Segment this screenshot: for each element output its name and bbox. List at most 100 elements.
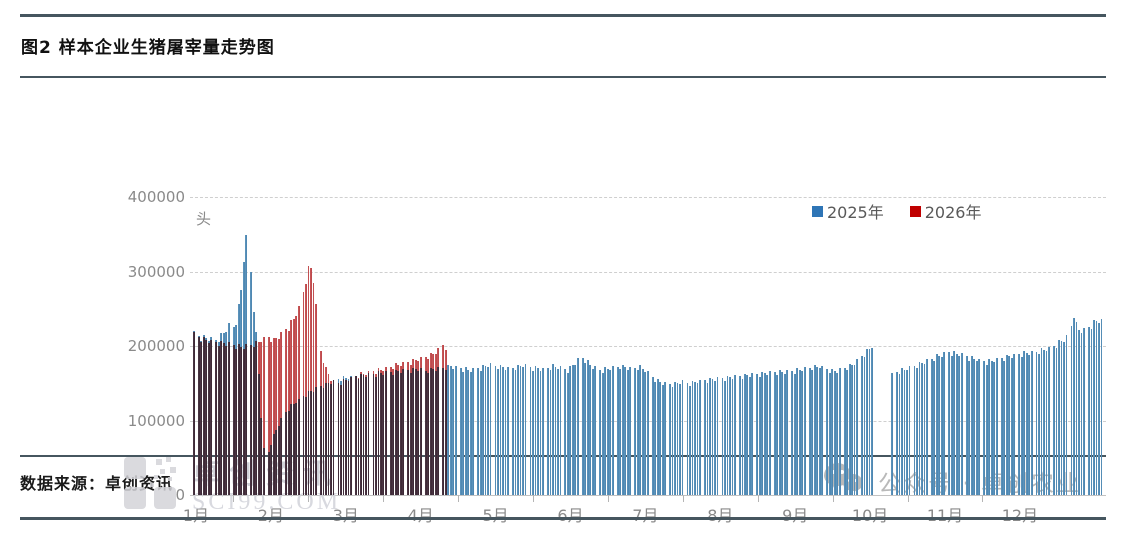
bar-2025年 <box>903 369 906 495</box>
bar-2025年 <box>549 369 552 495</box>
bar-2026年 <box>382 370 385 495</box>
bar-2025年 <box>1008 356 1011 495</box>
x-axis-tick <box>682 495 684 502</box>
bar-2025年 <box>1070 325 1073 495</box>
x-tick-label-month: 6月 <box>557 506 584 525</box>
bar-2025年 <box>958 356 961 495</box>
bar-2025年 <box>571 365 574 495</box>
bar-2025年 <box>935 354 938 495</box>
bar-2025年 <box>729 377 731 495</box>
bar-2026年 <box>232 345 235 495</box>
bar-2025年 <box>995 357 998 495</box>
bar-2025年 <box>659 382 662 495</box>
bar-2025年 <box>783 373 786 495</box>
x-axis-tick <box>907 495 909 502</box>
bar-2026年 <box>429 352 432 495</box>
bar-2025年 <box>786 370 789 495</box>
bar-2025年 <box>1045 351 1048 495</box>
bar-2025年 <box>758 376 761 495</box>
bar-2025年 <box>748 376 751 495</box>
bar-2025年 <box>512 367 514 495</box>
bar-2025年 <box>1058 340 1060 495</box>
bar-2025年 <box>489 363 492 495</box>
bar-2025年 <box>955 353 958 495</box>
bar-2025年 <box>1048 346 1050 495</box>
bar-2025年 <box>497 369 499 495</box>
bar-2025年 <box>609 370 612 495</box>
x-tick-label-month: 12月 <box>1001 506 1039 525</box>
bar-2025年 <box>709 377 711 495</box>
bar-2025年 <box>547 367 549 495</box>
bar-2025年 <box>706 382 709 495</box>
bar-2025年 <box>524 364 527 495</box>
bar-2026年 <box>202 336 205 495</box>
bar-2026年 <box>302 292 305 495</box>
bar-2025年 <box>731 378 734 495</box>
bar-2026年 <box>257 341 260 495</box>
bar-2025年 <box>1073 318 1075 495</box>
bar-2025年 <box>808 367 811 495</box>
bar-2025年 <box>838 368 841 495</box>
bar-2026年 <box>227 342 230 495</box>
bar-2025年 <box>669 384 671 495</box>
bar-2025年 <box>801 371 804 495</box>
bar-2026年 <box>377 368 380 495</box>
bar-2025年 <box>534 365 537 495</box>
bar-2025年 <box>811 370 814 495</box>
bar-2025年 <box>454 365 457 495</box>
bar-2025年 <box>831 368 834 495</box>
bar-2025年 <box>1013 353 1016 495</box>
legend-item-2025年: 2025年 <box>812 199 884 223</box>
bar-2026年 <box>322 363 325 495</box>
bar-2026年 <box>290 320 293 495</box>
bar-2026年 <box>424 356 427 495</box>
bar-2025年 <box>851 364 853 495</box>
bar-2025年 <box>646 370 649 495</box>
bar-2025年 <box>866 348 868 495</box>
bar-2025年 <box>906 370 908 495</box>
bar-2026年 <box>222 343 225 495</box>
bar-2025年 <box>863 356 866 495</box>
bar-2026年 <box>340 384 342 495</box>
x-axis-baseline <box>190 495 1106 496</box>
bar-2025年 <box>621 364 624 495</box>
page-title: 图2 样本企业生猪屠宰量走势图 <box>21 38 275 58</box>
bar-2025年 <box>554 366 557 495</box>
x-tick-label-month: 3月 <box>332 506 359 525</box>
bar-2025年 <box>591 368 594 495</box>
bar-2025年 <box>462 371 465 495</box>
bar-2025年 <box>968 360 971 495</box>
bar-2025年 <box>714 380 716 495</box>
bar-2026年 <box>432 353 435 495</box>
bar-2025年 <box>778 370 781 495</box>
bar-2025年 <box>1020 357 1023 495</box>
bar-2025年 <box>664 382 666 495</box>
bar-2026年 <box>252 347 255 495</box>
bar-2026年 <box>394 363 397 495</box>
bar-2025年 <box>1063 341 1065 495</box>
bar-2025年 <box>846 370 849 495</box>
bar-2025年 <box>639 364 642 495</box>
bar-2025年 <box>517 364 519 495</box>
bar-2025年 <box>656 378 659 495</box>
gridline <box>190 271 1106 273</box>
bar-2025年 <box>686 382 689 495</box>
y-tick-label: 200000 <box>127 337 185 355</box>
bar-2026年 <box>372 371 375 495</box>
bar-2026年 <box>297 305 300 495</box>
bar-2025年 <box>499 364 502 495</box>
bar-2025年 <box>606 368 609 495</box>
bar-2025年 <box>816 366 819 495</box>
x-axis-tick <box>832 495 834 502</box>
x-axis-tick <box>982 495 984 502</box>
bar-2025年 <box>741 378 744 495</box>
bar-2025年 <box>472 367 475 495</box>
bar-2025年 <box>773 372 776 495</box>
bar-2026年 <box>217 346 220 495</box>
x-axis-tick <box>607 495 609 502</box>
bar-2025年 <box>644 372 647 495</box>
header-divider <box>20 76 1106 78</box>
bar-2025年 <box>1093 320 1095 495</box>
bar-2025年 <box>1030 350 1033 495</box>
bar-2026年 <box>193 332 195 495</box>
